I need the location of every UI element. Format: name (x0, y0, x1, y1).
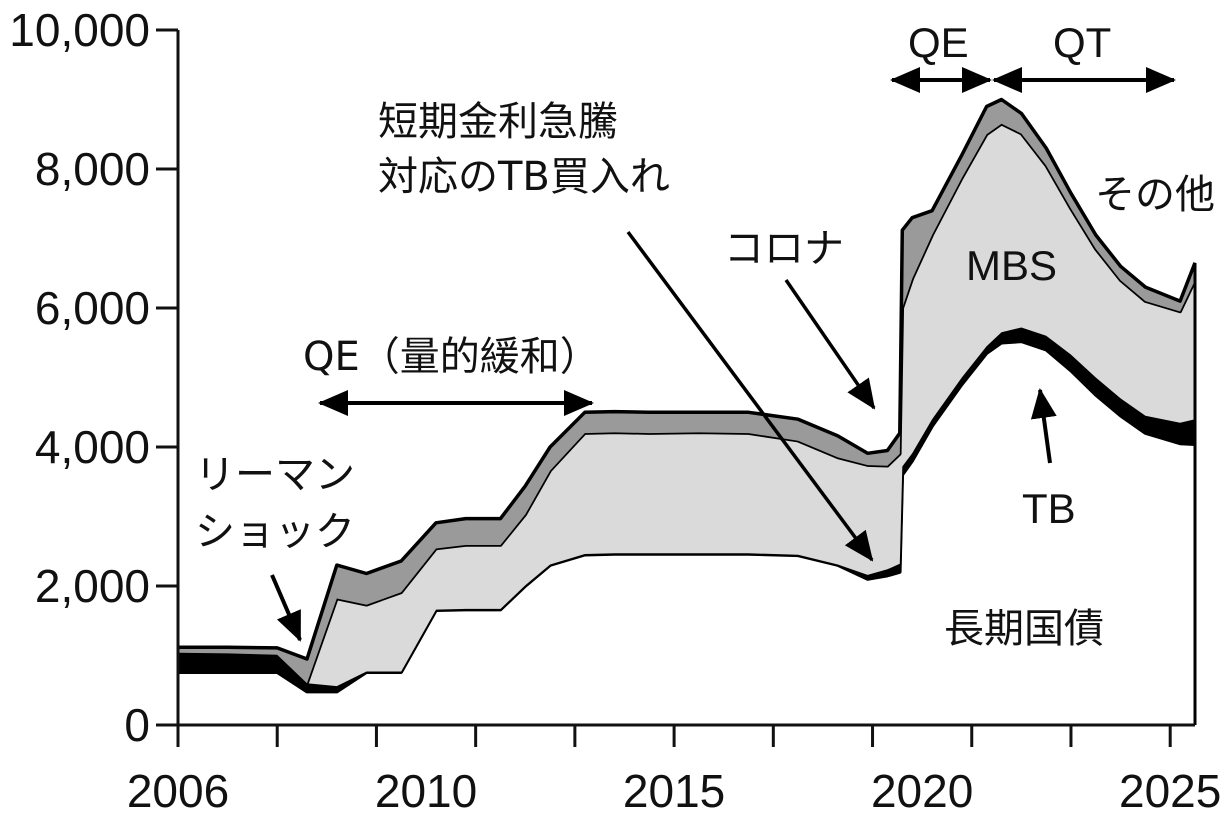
area-3 (178, 123, 1195, 687)
y-tick-label: 10,000 (9, 4, 150, 56)
mbs-label: MBS (966, 242, 1057, 289)
x-tick-label: 2020 (871, 765, 973, 817)
x-tick-label: 2025 (1119, 765, 1221, 817)
area-1 (178, 341, 1195, 725)
annotation-arrows (270, 67, 1176, 642)
other-label: その他 (1095, 172, 1215, 218)
qe1-label: QE（量的緩和） (303, 334, 600, 380)
stacked-areas (177, 97, 1197, 725)
tb-purchase-label-line2: 対応のTB買入れ (378, 154, 670, 200)
y-tick-label: 2,000 (35, 560, 150, 612)
qt-label: QT (1053, 19, 1111, 66)
lehman-label-line1: リーマン (195, 452, 355, 498)
tb-label: TB (1022, 485, 1076, 532)
corona-arrow (784, 279, 876, 410)
qe2-label: QE (908, 19, 969, 66)
x-tick-label: 2010 (375, 765, 477, 817)
y-tick-label: 4,000 (35, 421, 150, 473)
area-top-line-4 (178, 97, 1197, 661)
y-tick-label: 0 (124, 699, 150, 751)
y-tick-label: 8,000 (35, 143, 150, 195)
axes: 0 2,000 4,000 6,000 8,000 10,000 2006 2010 2015 2… (9, 4, 1221, 817)
area-4 (178, 99, 1195, 684)
lehman-label-line2: ショック (195, 509, 355, 555)
corona-label: コロナ (724, 226, 844, 272)
tb-purchase-arrow (626, 230, 874, 562)
x-tick-label: 2015 (623, 765, 725, 817)
tb-label-arrow (1030, 388, 1057, 464)
jgb-label: 長期国債 (944, 606, 1104, 652)
y-tick-label: 6,000 (35, 282, 150, 334)
x-tick-label: 2006 (127, 765, 229, 817)
annotation-labels: リーマン ショック QE（量的緩和） 短期金利急騰 対応のTB買入れ コロナ Q… (195, 19, 1215, 652)
tb-purchase-label-line1: 短期金利急騰 (378, 99, 618, 145)
lehman-arrow (270, 574, 302, 642)
